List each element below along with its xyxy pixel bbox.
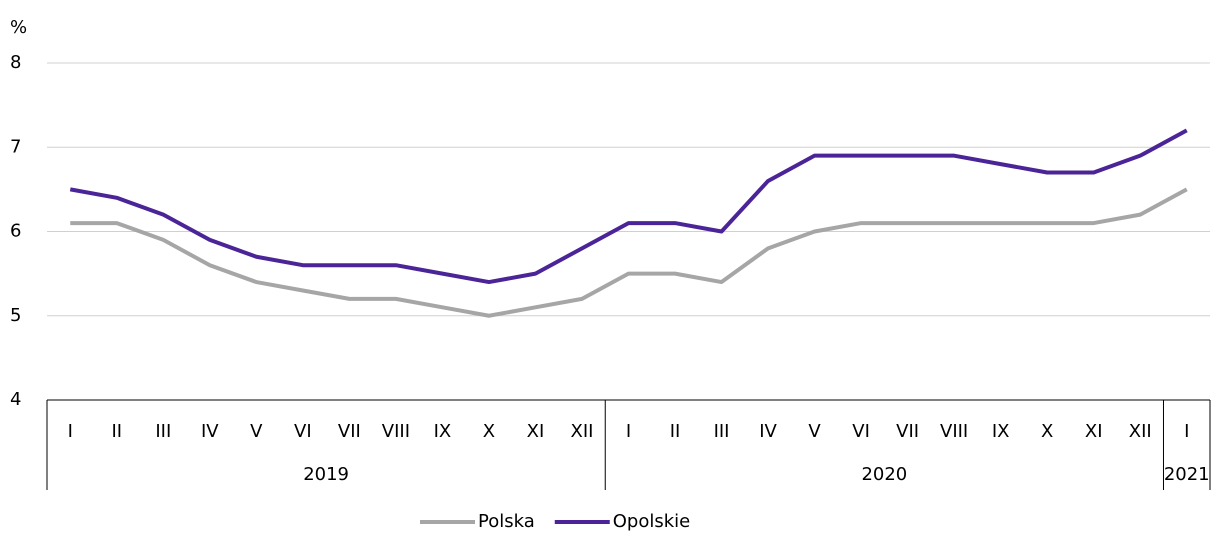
x-tick-label: IX — [992, 421, 1010, 442]
x-tick-label: III — [155, 421, 171, 442]
x-tick-label: VI — [852, 421, 870, 442]
x-tick-label: XII — [1129, 421, 1152, 442]
y-tick-label: 7 — [10, 136, 21, 157]
x-tick-label: XI — [1085, 421, 1103, 442]
x-tick-label: I — [68, 421, 73, 442]
y-tick-label: 6 — [10, 221, 21, 242]
x-tick-label: XII — [571, 421, 594, 442]
line-series — [70, 187, 1188, 318]
year-label: 2020 — [861, 464, 907, 485]
x-tick-label: VI — [294, 421, 312, 442]
x-tick-label: IV — [759, 421, 777, 442]
year-label: 2019 — [303, 464, 349, 485]
x-tick-label: I — [626, 421, 631, 442]
x-tick-label: V — [808, 421, 821, 442]
x-tick-label: IV — [201, 421, 219, 442]
x-tick-label: X — [1041, 421, 1053, 442]
x-tick-label: IX — [434, 421, 452, 442]
x-tick-label: II — [111, 421, 122, 442]
x-tick-label: VII — [338, 421, 361, 442]
line-series — [69, 128, 1188, 285]
y-tick-label: 4 — [10, 389, 21, 410]
x-tick-label: I — [1184, 421, 1189, 442]
y-tick-label: 8 — [10, 52, 21, 73]
legend-label: Opolskie — [613, 511, 690, 532]
x-tick-label: II — [670, 421, 681, 442]
x-tick-label: VIII — [940, 421, 968, 442]
y-tick-label: 5 — [10, 305, 21, 326]
x-tick-label: X — [483, 421, 495, 442]
x-tick-label: III — [714, 421, 730, 442]
x-tick-label: V — [250, 421, 263, 442]
year-label: 2021 — [1164, 464, 1210, 485]
x-tick-label: XI — [527, 421, 545, 442]
y-axis-label: % — [10, 17, 27, 38]
x-tick-label: VII — [896, 421, 919, 442]
legend-label: Polska — [478, 511, 535, 532]
x-tick-label: VIII — [382, 421, 410, 442]
